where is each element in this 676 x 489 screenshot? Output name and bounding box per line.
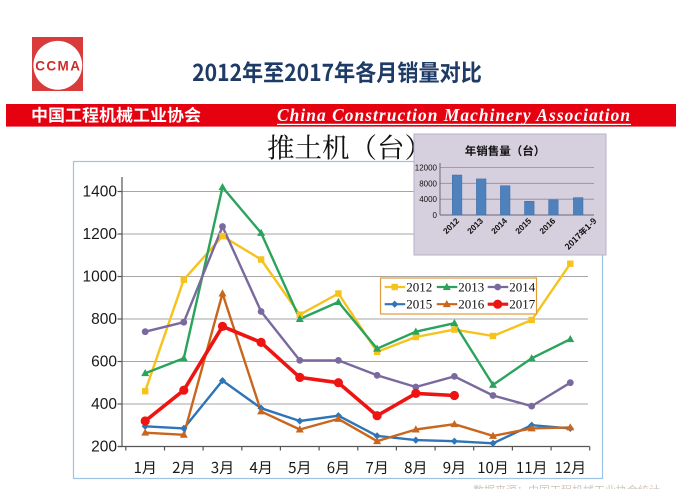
svg-text:1200: 1200: [83, 226, 118, 243]
svg-text:600: 600: [91, 354, 117, 371]
svg-text:2013: 2013: [458, 279, 484, 294]
svg-text:1400: 1400: [83, 184, 118, 201]
svg-text:800: 800: [91, 311, 117, 328]
svg-text:China Construction Machinery A: China Construction Machinery Association: [277, 105, 630, 125]
svg-text:400: 400: [91, 396, 117, 413]
svg-text:2012: 2012: [406, 279, 432, 294]
svg-text:2017: 2017: [509, 297, 536, 312]
svg-text:1000: 1000: [83, 269, 118, 286]
svg-text:12000: 12000: [415, 163, 438, 172]
svg-text:4000: 4000: [419, 195, 437, 204]
svg-text:2014: 2014: [509, 279, 536, 294]
svg-text:2015: 2015: [406, 297, 432, 312]
svg-text:8000: 8000: [419, 179, 437, 188]
svg-text:200: 200: [91, 439, 117, 456]
svg-text:CCMA: CCMA: [35, 58, 81, 73]
svg-text:2016: 2016: [458, 297, 485, 312]
svg-text:0: 0: [433, 211, 438, 220]
